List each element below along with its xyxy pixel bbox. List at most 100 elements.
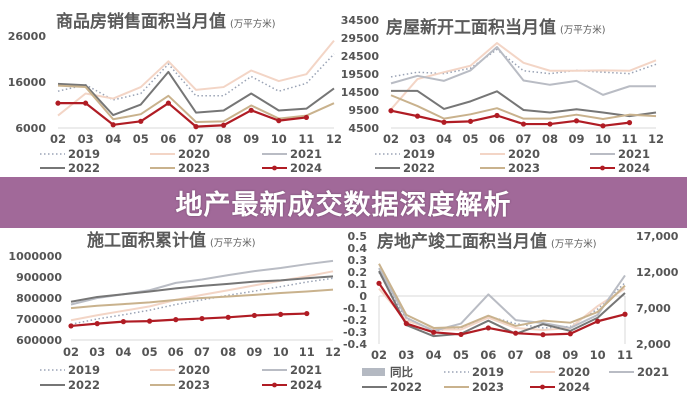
series-2023 bbox=[390, 94, 657, 120]
x-tick-label: 08 bbox=[542, 132, 558, 146]
legend-label: 2021 bbox=[290, 147, 322, 161]
legend-label: 2022 bbox=[68, 161, 100, 175]
y-tick-label: 34500 bbox=[341, 14, 380, 27]
data-point-2024 bbox=[485, 325, 491, 331]
x-tick-label: 04 bbox=[426, 348, 442, 362]
data-point-2024 bbox=[94, 321, 100, 327]
x-tick-label: 03 bbox=[409, 132, 425, 146]
data-point-2024 bbox=[138, 118, 144, 124]
x-tick-label: 10 bbox=[273, 345, 289, 359]
series-line-2024 bbox=[390, 109, 630, 127]
legend-item-2023: 2023 bbox=[150, 161, 210, 175]
x-tick-label: 09 bbox=[568, 132, 584, 146]
legend-label: 2023 bbox=[178, 378, 210, 392]
data-point-2024 bbox=[600, 123, 606, 129]
legend-item-2021: 2021 bbox=[262, 363, 322, 377]
legend-label: 2020 bbox=[558, 365, 590, 379]
legend-label: 2023 bbox=[472, 380, 504, 394]
legend-label: 2024 bbox=[290, 378, 322, 392]
y-tick-label: 1000000 bbox=[8, 250, 62, 263]
legend-label: 2024 bbox=[290, 161, 322, 175]
legend-label: 2021 bbox=[637, 365, 669, 379]
x-tick-label: 08 bbox=[216, 132, 232, 146]
left-y-tick-label: 0.3 bbox=[348, 254, 368, 267]
legend-label: 2019 bbox=[403, 147, 435, 161]
x-tick-label: 07 bbox=[194, 345, 210, 359]
legend-label: 2022 bbox=[390, 380, 422, 394]
series-2021 bbox=[390, 46, 656, 96]
legend-label: 2021 bbox=[290, 363, 322, 377]
legend-label: 2024 bbox=[618, 161, 650, 175]
legend-label: 2023 bbox=[508, 161, 540, 175]
y-tick-label: 600000 bbox=[16, 334, 62, 347]
y-tick-label: 26000 bbox=[8, 30, 47, 43]
data-point-2024 bbox=[225, 314, 231, 320]
legend-marker bbox=[600, 165, 605, 171]
chart-3: 施工面积累计值 (万平方米)600000700000800000900000100… bbox=[8, 230, 341, 392]
x-tick-label: 12 bbox=[648, 132, 664, 146]
legend-item-2019: 2019 bbox=[40, 363, 100, 377]
chart-unit: (万平方米) bbox=[551, 238, 596, 250]
data-point-2024 bbox=[110, 122, 116, 128]
series-2019 bbox=[57, 53, 335, 101]
series-2023 bbox=[378, 263, 626, 329]
legend-item-2021: 2021 bbox=[262, 147, 322, 161]
legend-item-2024: 2024 bbox=[590, 161, 650, 175]
x-tick-label: 06 bbox=[480, 348, 496, 362]
series-2024 bbox=[55, 100, 309, 130]
legend-label: 2020 bbox=[178, 363, 210, 377]
x-tick-label: 11 bbox=[298, 132, 314, 146]
series-line-2022 bbox=[70, 275, 334, 303]
chart-title: 商品房销售面积当月值 (万平方米) bbox=[56, 11, 275, 32]
series-2019 bbox=[70, 277, 334, 325]
left-y-tick-label: -0.3 bbox=[343, 326, 367, 339]
y-tick-label: 12,000 bbox=[636, 266, 679, 279]
legend-item-同比: 同比 bbox=[362, 365, 413, 379]
x-tick-label: 03 bbox=[78, 132, 94, 146]
data-point-2024 bbox=[567, 331, 573, 337]
data-point-2024 bbox=[403, 320, 409, 327]
data-point-2024 bbox=[276, 118, 282, 124]
legend-item-2024: 2024 bbox=[262, 378, 322, 392]
x-tick-label: 10 bbox=[595, 132, 611, 146]
left-y-tick-label: -0.1 bbox=[343, 302, 367, 315]
chart-1: 商品房销售面积当月值 (万平方米) 6000 16000 26000 02 03 04 05 06… bbox=[8, 11, 342, 175]
data-point-2024 bbox=[626, 120, 633, 126]
data-point-2024 bbox=[304, 310, 310, 317]
data-point-2024 bbox=[193, 124, 199, 130]
title-banner: 地产最新成交数据深度解析 bbox=[0, 177, 687, 228]
series-2020 bbox=[378, 287, 626, 332]
series-2024 bbox=[376, 280, 628, 338]
data-point-2024 bbox=[414, 113, 421, 119]
series-2022 bbox=[391, 89, 657, 118]
series-2022 bbox=[378, 270, 626, 338]
series-2020 bbox=[57, 39, 335, 117]
y-tick-label: 24500 bbox=[341, 50, 380, 63]
chart-2: 房屋新开工面积当月值 (万平方米) 4500 9500 14500 19500 24500 2… bbox=[341, 14, 664, 175]
series-line-2019 bbox=[57, 53, 335, 101]
legend-label: 2020 bbox=[508, 147, 540, 161]
data-point-2024 bbox=[165, 100, 171, 106]
series-line-2024 bbox=[70, 312, 307, 328]
x-tick-label: 09 bbox=[562, 348, 578, 362]
series-line-2022 bbox=[378, 270, 626, 338]
legend-item-2020: 2020 bbox=[150, 147, 210, 161]
x-tick-label: 07 bbox=[515, 132, 531, 146]
series-line-2022 bbox=[57, 70, 335, 117]
legend-label: 同比 bbox=[390, 365, 413, 379]
data-point-2024 bbox=[199, 315, 205, 322]
chart-title: 房地产竣工面积当月值 (万平方米) bbox=[377, 231, 596, 252]
x-tick-label: 08 bbox=[535, 348, 551, 362]
chart-unit: (万平方米) bbox=[210, 237, 255, 249]
series-2023 bbox=[70, 288, 334, 310]
series-line-2022 bbox=[391, 89, 657, 118]
data-point-2024 bbox=[55, 100, 61, 106]
legend-label: 2019 bbox=[472, 365, 504, 379]
x-tick-label: 03 bbox=[89, 345, 105, 359]
legend-item-2023: 2023 bbox=[444, 380, 504, 394]
series-line-2019 bbox=[390, 48, 657, 78]
left-y-tick-label: -0.2 bbox=[343, 314, 367, 327]
series-line-2020 bbox=[390, 42, 657, 110]
left-y-tick-label: 0.1 bbox=[348, 278, 368, 291]
